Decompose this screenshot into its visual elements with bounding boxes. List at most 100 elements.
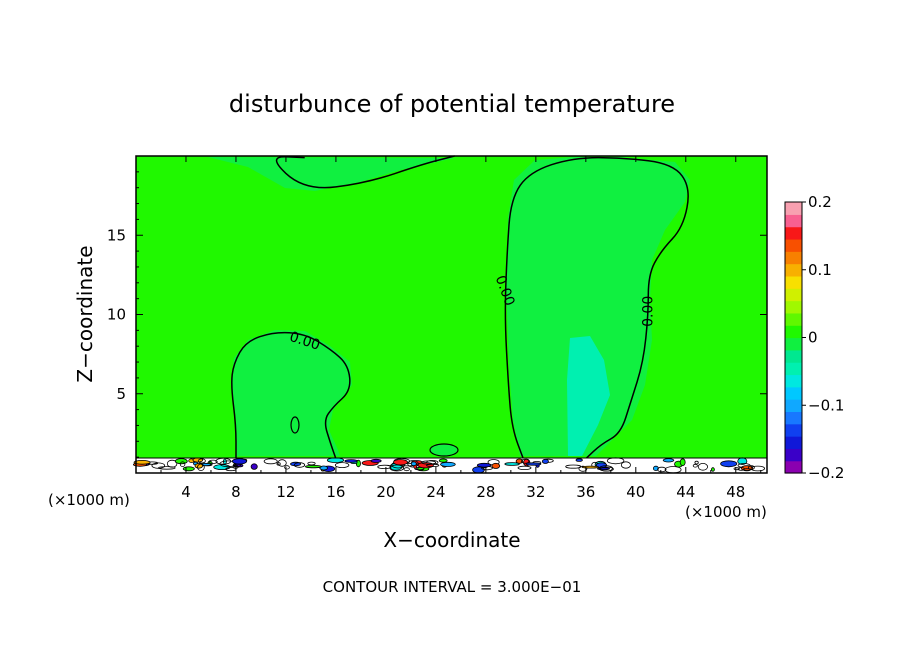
x-tick-label: 16 (326, 483, 345, 501)
surface-cell (182, 466, 195, 472)
surface-cell (410, 461, 417, 467)
colorbar-swatch (785, 386, 802, 400)
colorbar-swatch (785, 226, 802, 240)
colorbar-swatch (785, 411, 802, 425)
colorbar-swatch (785, 460, 802, 474)
x-tick-label: 32 (526, 483, 545, 501)
plume-right (506, 157, 690, 456)
colorbar-label: −0.1 (808, 396, 844, 414)
blob-left (290, 416, 300, 434)
colorbar-swatch (785, 251, 802, 265)
plume-right-core (567, 336, 610, 456)
surface-cell (208, 459, 218, 464)
surface-cell (263, 458, 278, 465)
colorbar-swatch (785, 399, 802, 413)
surface-cell (179, 461, 186, 468)
surface-cell (197, 463, 205, 471)
colorbar-label: 0.2 (808, 193, 832, 211)
surface-cell (575, 458, 583, 462)
surface-cell (476, 462, 492, 468)
colorbar-label: 0.1 (808, 261, 832, 279)
colorbar-swatch (785, 263, 802, 277)
x-tick-label: 36 (576, 483, 595, 501)
surface-cell (581, 465, 600, 469)
surface-cell (525, 462, 542, 466)
surface-cell (692, 463, 698, 468)
blob-mid (429, 443, 459, 457)
surface-cell (284, 465, 290, 470)
colorbar: 0.2 0.1 0 −0.1 −0.2 (784, 193, 844, 482)
surface-cell (426, 463, 440, 467)
colorbar-label: −0.2 (808, 464, 844, 482)
surface-cell (158, 466, 176, 470)
surface-cell (750, 465, 766, 472)
y-tick-label: 15 (107, 226, 126, 244)
x-tick-label: 44 (676, 483, 695, 501)
surface-cell (733, 467, 740, 471)
top-anomaly (208, 157, 455, 191)
colorbar-swatch (785, 362, 802, 376)
surface-cell (657, 466, 667, 473)
surface-cell (231, 458, 248, 465)
colorbar-swatch (785, 238, 802, 252)
x-tick-label: 20 (376, 483, 395, 501)
surface-cell (472, 466, 485, 474)
surface-cell (620, 461, 631, 469)
surface-cell (742, 468, 751, 472)
colorbar-swatch (785, 325, 802, 339)
surface-cell (697, 462, 709, 471)
contour-left-plume (231, 331, 351, 459)
contour-interval: CONTOUR INTERVAL = 3.000E−01 (323, 578, 582, 596)
colorbar-swatch (785, 202, 802, 215)
x-tick-label: 4 (181, 483, 191, 501)
contour-right-plume (504, 156, 689, 460)
colorbar-swatch (785, 436, 802, 449)
y-tick-label: 5 (116, 385, 126, 403)
surface-cell (307, 461, 316, 466)
x-tick-label: 40 (626, 483, 645, 501)
x-tick-label: 12 (276, 483, 295, 501)
surface-cell (194, 463, 203, 469)
plume-left (231, 330, 352, 456)
surface-cell (377, 464, 392, 469)
chart-title: disturbunce of potential temperature (229, 90, 675, 118)
surface-cell (748, 465, 755, 470)
surface-cell (293, 462, 306, 468)
y-tick-label: 10 (107, 306, 126, 324)
colorbar-swatch (785, 275, 802, 289)
surface-cell (370, 458, 382, 463)
surface-cell (304, 464, 322, 469)
colorbar-swatch (785, 448, 802, 462)
surface-cell (600, 466, 614, 472)
colorbar-swatch (785, 288, 802, 302)
surface-cell (662, 458, 675, 463)
surface-cell (344, 459, 358, 463)
surface-cell (389, 464, 405, 472)
surface-cell (277, 459, 287, 467)
surface-cell (393, 459, 408, 466)
surface-cell (334, 462, 350, 469)
surface-cell (578, 465, 588, 472)
surface-cell (326, 457, 345, 463)
surface-cell (521, 458, 530, 464)
x-unit-right: (×1000 m) (685, 503, 767, 521)
x-axis: 4 8 12 16 20 24 28 32 36 40 44 48 (160, 156, 762, 501)
colorbar-swatch (785, 300, 802, 314)
surface-cell (504, 462, 520, 466)
surface-cell (403, 467, 410, 472)
surface-cell (515, 458, 524, 464)
surface-cell (491, 462, 501, 469)
surface-cell (720, 460, 738, 468)
colorbar-swatch (785, 214, 802, 228)
surface-cell (166, 459, 178, 468)
x-unit-left: (×1000 m) (48, 491, 130, 509)
y-axis-label: Z−coordinate (73, 245, 97, 382)
colorbar-swatch (785, 374, 802, 388)
contour-top (275, 155, 455, 189)
x-tick-label: 28 (476, 483, 495, 501)
contour-label: 0.00 (640, 296, 656, 327)
colorbar-swatch (785, 423, 802, 437)
colorbar-label: 0 (808, 329, 818, 347)
surface-cell (417, 462, 434, 469)
